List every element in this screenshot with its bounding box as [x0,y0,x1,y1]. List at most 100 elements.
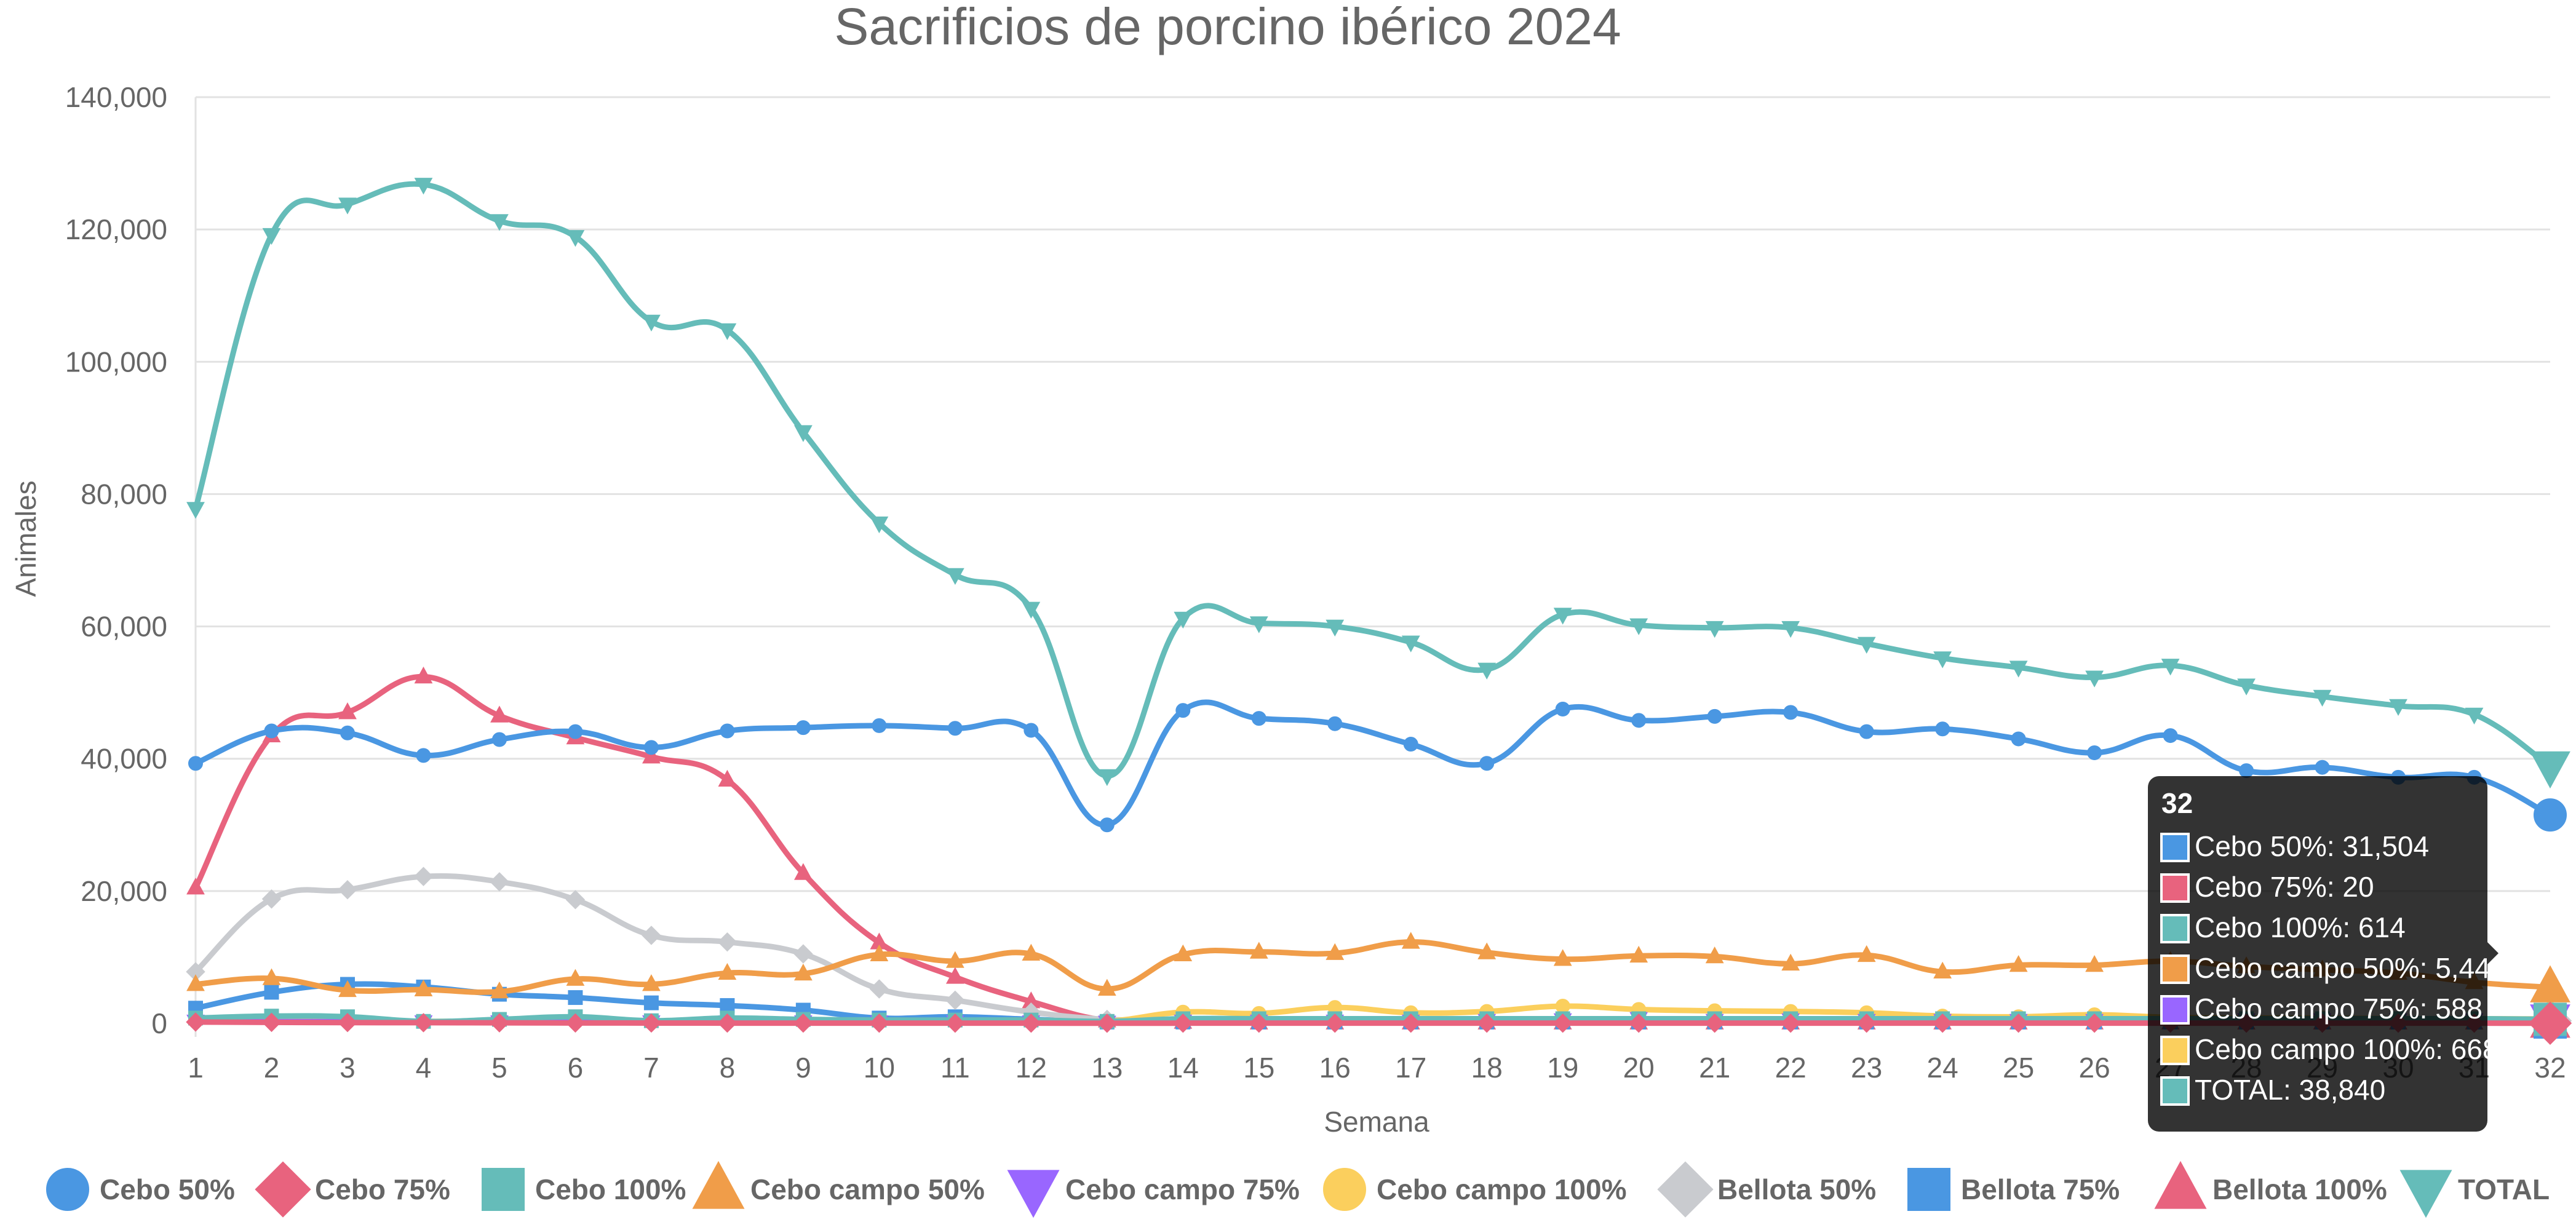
data-point [1933,651,1952,669]
data-point [1781,1013,1800,1033]
data-point [947,721,963,736]
legend-marker-icon [255,1161,311,1218]
data-point [264,985,279,1000]
data-point [1175,703,1191,718]
data-point [1249,942,1268,959]
data-point [490,981,509,999]
data-point [642,1013,661,1033]
data-point [338,980,357,998]
legend-item-bellota-100pct[interactable]: Bellota 100% [2154,1161,2387,1209]
data-point [1629,618,1648,635]
data-point [2085,1013,2104,1033]
tooltip-swatch [2160,833,2190,862]
y-axis-title: Animales [10,480,42,597]
data-point [490,705,509,723]
data-point [1097,978,1116,996]
y-tick-label: 140,000 [65,81,167,113]
data-point [642,926,661,945]
legend-label: Bellota 75% [1961,1173,2120,1205]
data-point [1705,621,1724,638]
x-tick-label: 2 [264,1052,280,1084]
data-point [2009,954,2028,972]
data-point [1479,756,1495,771]
data-point [565,890,586,910]
data-point [262,968,281,985]
chart-title: Sacrificios de porcino ibérico 2024 [834,0,1621,55]
data-point [718,323,737,341]
tooltip-line-label: Cebo 50%: 31,504 [2195,830,2429,862]
data-point [1401,932,1420,949]
data-point [643,995,659,1010]
data-point [186,974,205,991]
x-tick-label: 14 [1167,1052,1199,1084]
data-point [1327,716,1343,731]
data-point [1477,942,1497,959]
data-point [1555,702,1570,717]
data-point [264,723,279,739]
data-point [945,1013,965,1033]
data-point [1707,708,1722,724]
legend-label: Cebo campo 75% [1065,1173,1300,1205]
legend-item-total[interactable]: TOTAL [2399,1170,2550,1218]
legend-item-cebo-campo-50pct[interactable]: Cebo campo 50% [692,1161,985,1209]
data-point [1403,737,1418,752]
data-point [261,1012,282,1033]
y-tick-label: 20,000 [81,875,167,907]
data-point [872,718,887,733]
data-point [945,990,965,1010]
x-tick-label: 15 [1243,1052,1274,1084]
tooltip-line-label: Cebo campo 50%: 5,446 [2195,952,2506,984]
legend-marker-icon [1323,1168,1366,1211]
tooltip-line: Cebo campo 100%: 668 [2160,1033,2498,1065]
legend-item-bellota-50pct[interactable]: Bellota 50% [1657,1161,1876,1218]
x-tick-label: 26 [2079,1052,2110,1084]
data-point [2011,731,2026,747]
series-line-cebo-50pct [193,699,2553,828]
x-tick-label: 6 [568,1052,584,1084]
data-point [491,732,507,747]
legend: Cebo 50% Cebo 75% Cebo 100% Cebo campo 50% C… [46,1161,2550,1218]
legend-marker-icon [1907,1168,1950,1211]
data-point [793,425,813,442]
data-point [262,228,281,245]
data-point [1097,769,1116,787]
data-point [565,1013,586,1033]
legend-item-bellota-75pct[interactable]: Bellota 75% [1907,1168,2120,1211]
data-point [2315,760,2330,775]
data-point [720,723,735,739]
data-point [1097,1014,1117,1033]
data-point [1249,616,1268,633]
data-point [1477,662,1497,680]
data-point [643,740,659,755]
data-point [2085,670,2104,688]
y-tick-label: 120,000 [65,213,167,245]
legend-item-cebo-75pct[interactable]: Cebo 75% [255,1161,450,1218]
data-point [1629,945,1648,963]
data-point [413,1013,434,1033]
data-point [413,867,434,886]
data-point [2534,798,2567,832]
tooltip-swatch [2160,873,2190,903]
legend-label: TOTAL [2458,1173,2550,1205]
tooltip-line-label: Cebo 75%: 20 [2195,871,2374,903]
data-point [1174,944,1193,962]
data-point [1477,1013,1497,1033]
data-point [566,969,585,986]
data-point [1704,1013,1725,1033]
tooltip-title: 32 [2161,787,2193,819]
data-point [2009,661,2028,678]
x-tick-label: 16 [1319,1052,1351,1084]
data-point [490,872,509,892]
legend-item-cebo-50pct[interactable]: Cebo 50% [46,1168,235,1211]
y-tick-label: 0 [151,1007,167,1039]
x-tick-label: 10 [864,1052,895,1084]
legend-item-cebo-campo-75pct[interactable]: Cebo campo 75% [1007,1170,1300,1218]
data-point [414,178,433,195]
legend-item-cebo-100pct[interactable]: Cebo 100% [482,1168,686,1211]
legend-item-cebo-campo-100pct[interactable]: Cebo campo 100% [1323,1168,1626,1211]
data-point [1857,637,1876,654]
grid-layer [194,96,2550,1037]
data-point [414,979,433,997]
data-point [793,863,813,880]
